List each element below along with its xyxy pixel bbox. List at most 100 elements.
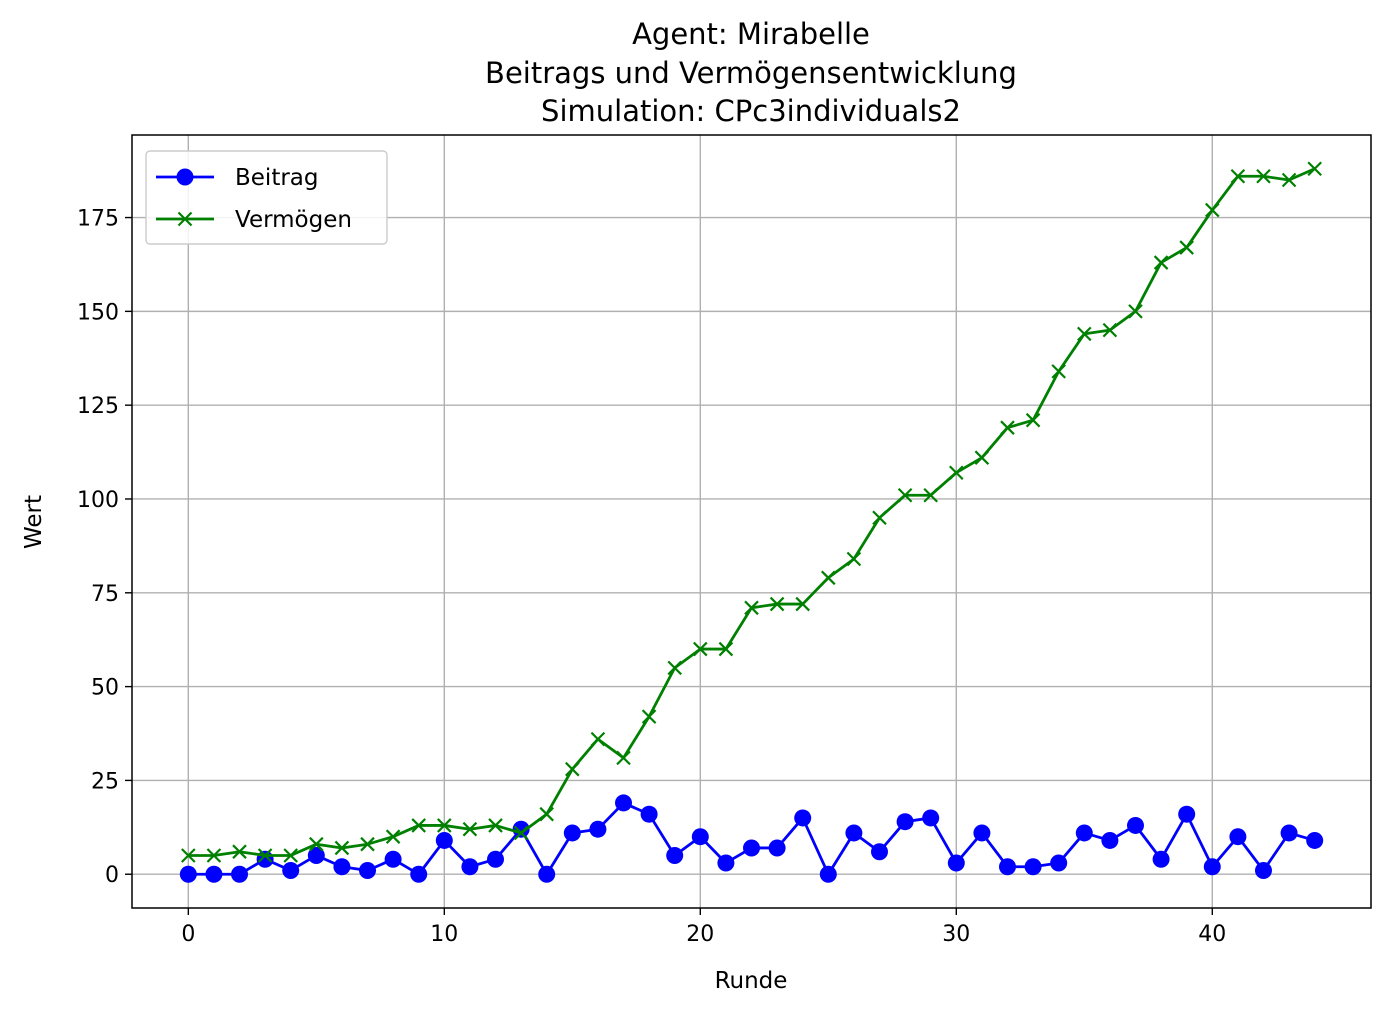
data-point	[283, 848, 298, 863]
y-axis-ticks: 0 25 50 75 100 125 150 175	[77, 207, 132, 888]
data-point	[615, 794, 633, 812]
data-point	[181, 848, 196, 863]
data-point	[1152, 850, 1170, 868]
data-point	[385, 829, 401, 844]
x-tick-label: 0	[181, 922, 195, 947]
data-point	[897, 487, 913, 503]
data-point	[282, 861, 300, 879]
data-point	[1254, 861, 1272, 879]
data-point	[1077, 326, 1092, 342]
data-point	[640, 805, 658, 823]
data-point	[1205, 202, 1220, 218]
series-2	[181, 161, 1322, 863]
legend-marker	[176, 168, 194, 186]
data-point	[1179, 240, 1194, 255]
data-point	[565, 761, 580, 777]
data-point	[410, 865, 428, 883]
data-point	[539, 806, 554, 822]
data-point	[538, 865, 556, 883]
data-point	[717, 854, 735, 872]
data-point	[870, 843, 888, 861]
data-point	[487, 850, 505, 868]
data-point	[437, 818, 452, 833]
data-point	[307, 846, 325, 864]
data-point	[512, 820, 530, 838]
data-point	[411, 818, 426, 833]
data-point	[1280, 824, 1298, 842]
data-point	[359, 861, 377, 879]
data-point	[589, 820, 607, 838]
data-point	[744, 600, 759, 616]
y-tick-label: 150	[77, 300, 119, 325]
data-point	[693, 641, 708, 657]
x-tick-label: 20	[686, 922, 714, 947]
data-point	[821, 570, 836, 586]
series-1	[179, 794, 1324, 883]
data-point	[1307, 161, 1322, 177]
data-point	[205, 865, 223, 883]
legend-box	[145, 150, 388, 245]
data-point	[819, 865, 837, 883]
y-tick-label: 0	[105, 863, 119, 888]
title-line-1: Agent: Mirabelle	[632, 17, 870, 51]
y-tick-label: 125	[77, 394, 119, 419]
data-point	[1281, 172, 1297, 188]
data-point	[1230, 168, 1246, 184]
data-point	[384, 850, 402, 868]
data-point	[1229, 828, 1247, 846]
data-point	[360, 836, 375, 852]
data-point	[1306, 831, 1324, 849]
data-point	[896, 813, 914, 831]
data-point	[334, 840, 350, 856]
x-tick-label: 30	[942, 922, 970, 947]
data-point	[845, 824, 863, 842]
data-point	[333, 858, 351, 876]
x-tick-label: 10	[430, 922, 458, 947]
data-point	[257, 848, 273, 863]
data-point	[1128, 304, 1143, 319]
x-axis-ticks: 0 10 20 30 40	[181, 908, 1226, 947]
series-line	[188, 167, 1316, 857]
data-point	[949, 465, 964, 480]
y-tick-label: 25	[91, 769, 119, 794]
y-axis-label: Wert	[21, 495, 47, 549]
data-point	[1075, 824, 1093, 842]
data-point	[179, 865, 197, 883]
data-point	[691, 828, 709, 846]
y-tick-label: 100	[77, 488, 119, 513]
y-tick-label: 175	[77, 207, 119, 232]
data-point	[641, 709, 657, 724]
data-point	[1126, 816, 1144, 834]
legend-marker	[177, 211, 193, 227]
data-point	[872, 510, 887, 526]
data-point	[973, 824, 991, 842]
series-layer	[179, 161, 1324, 883]
data-point	[768, 839, 786, 857]
data-point	[718, 641, 734, 657]
data-point	[922, 809, 940, 827]
data-point	[769, 596, 785, 612]
data-point	[974, 450, 990, 465]
legend-label: Beitrag	[235, 165, 319, 191]
data-point	[1203, 858, 1221, 876]
data-point	[1050, 854, 1068, 872]
chart-title: Agent: Mirabelle Beitrags und Vermögense…	[485, 17, 1017, 128]
data-point	[231, 865, 249, 883]
y-tick-label: 50	[91, 676, 119, 701]
gridlines	[132, 135, 1371, 908]
x-tick-label: 40	[1198, 922, 1226, 947]
data-point	[616, 750, 631, 766]
data-point	[461, 858, 479, 876]
data-point	[1101, 831, 1119, 849]
data-point	[513, 825, 529, 841]
data-point	[462, 821, 478, 837]
x-axis-label: Runde	[715, 968, 788, 994]
data-point	[590, 731, 606, 747]
data-point	[743, 839, 760, 857]
data-point	[1000, 420, 1015, 435]
data-point	[1153, 255, 1169, 270]
data-point	[1256, 168, 1271, 184]
title-line-2: Beitrags und Vermögensentwicklung	[485, 56, 1017, 90]
data-point	[488, 818, 503, 833]
